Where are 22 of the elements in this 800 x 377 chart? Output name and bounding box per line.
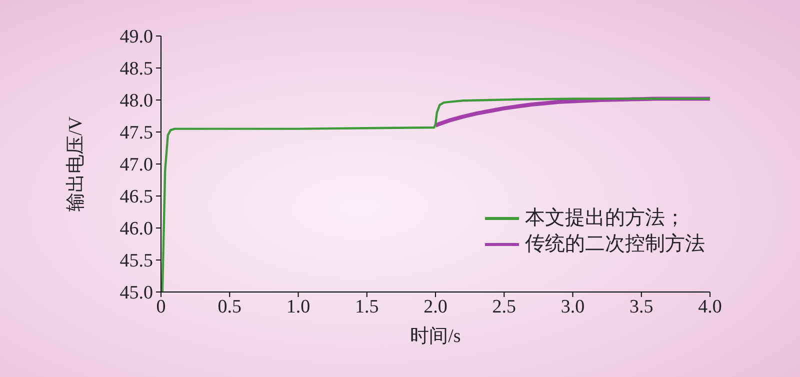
y-tick-label: 49.0 [120, 26, 153, 48]
y-tick-label: 48.5 [120, 58, 153, 80]
y-tick-label: 45.0 [120, 282, 153, 304]
x-axis-title: 时间/s [410, 326, 461, 347]
x-tick-label: 2.5 [492, 296, 516, 318]
y-tick-label: 45.5 [120, 250, 153, 272]
y-tick-label: 47.0 [120, 154, 153, 176]
legend-label: 传统的二次控制方法 [525, 232, 705, 257]
x-tick-label: 3.5 [630, 296, 654, 318]
x-tick-label: 0.5 [218, 296, 242, 318]
y-tick-label: 47.5 [120, 122, 153, 144]
y-tick-label: 48.0 [120, 90, 153, 112]
x-tick-label: 3.0 [560, 296, 585, 318]
x-tick-label: 0 [156, 296, 166, 318]
x-tick-label: 4.0 [698, 296, 722, 318]
x-tick-label: 2.0 [424, 296, 448, 318]
y-axis-title: 输出电压/V [66, 116, 87, 212]
legend-label: 本文提出的方法； [525, 206, 685, 231]
x-tick-label: 1.5 [355, 296, 379, 318]
y-tick-label: 46.0 [120, 218, 153, 240]
x-tick-label: 1.0 [286, 296, 310, 318]
y-tick-label: 46.5 [120, 186, 153, 208]
